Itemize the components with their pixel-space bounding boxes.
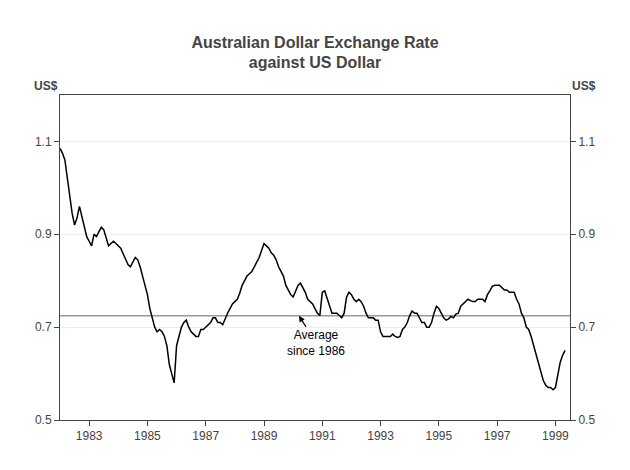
svg-text:0.9: 0.9: [35, 227, 52, 241]
svg-text:1991: 1991: [309, 429, 336, 443]
svg-text:1985: 1985: [134, 429, 161, 443]
svg-text:1989: 1989: [251, 429, 278, 443]
svg-text:1983: 1983: [76, 429, 103, 443]
svg-text:1.1: 1.1: [578, 135, 595, 149]
svg-text:0.5: 0.5: [578, 413, 595, 427]
svg-text:0.7: 0.7: [35, 320, 52, 334]
svg-text:US$: US$: [572, 79, 596, 93]
svg-text:1987: 1987: [192, 429, 219, 443]
svg-text:Australian Dollar Exchange Rat: Australian Dollar Exchange Rateagainst U…: [191, 34, 438, 72]
svg-text:Averagesince 1986: Averagesince 1986: [287, 328, 345, 358]
svg-text:1993: 1993: [367, 429, 394, 443]
svg-text:1995: 1995: [426, 429, 453, 443]
svg-text:1997: 1997: [484, 429, 511, 443]
svg-text:0.9: 0.9: [578, 227, 595, 241]
svg-text:0.7: 0.7: [578, 320, 595, 334]
svg-text:0.5: 0.5: [35, 413, 52, 427]
svg-text:1.1: 1.1: [35, 135, 52, 149]
svg-text:US$: US$: [34, 79, 58, 93]
svg-text:1999: 1999: [542, 429, 569, 443]
